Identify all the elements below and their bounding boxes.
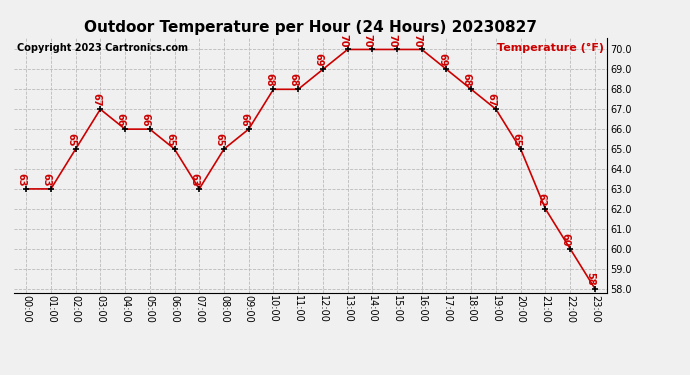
Text: 67: 67	[486, 93, 497, 107]
Text: 62: 62	[536, 193, 546, 206]
Text: 68: 68	[462, 73, 472, 87]
Text: 70: 70	[363, 34, 373, 47]
Text: 63: 63	[190, 173, 200, 186]
Text: Copyright 2023 Cartronics.com: Copyright 2023 Cartronics.com	[17, 43, 188, 52]
Text: 68: 68	[264, 73, 274, 87]
Text: 65: 65	[511, 133, 521, 147]
Text: Temperature (°F): Temperature (°F)	[497, 43, 604, 52]
Text: 66: 66	[116, 113, 126, 127]
Text: 70: 70	[388, 34, 397, 47]
Text: 63: 63	[41, 173, 52, 186]
Text: 65: 65	[215, 133, 224, 147]
Text: 65: 65	[66, 133, 76, 147]
Text: 63: 63	[17, 173, 27, 186]
Text: 60: 60	[561, 233, 571, 246]
Text: 68: 68	[288, 73, 299, 87]
Text: 67: 67	[91, 93, 101, 107]
Text: 69: 69	[313, 54, 324, 67]
Text: 65: 65	[165, 133, 175, 147]
Text: 66: 66	[239, 113, 249, 127]
Text: 70: 70	[338, 34, 348, 47]
Text: 69: 69	[437, 54, 447, 67]
Title: Outdoor Temperature per Hour (24 Hours) 20230827: Outdoor Temperature per Hour (24 Hours) …	[84, 20, 537, 35]
Text: 70: 70	[413, 34, 422, 47]
Text: 58: 58	[585, 273, 595, 286]
Text: 66: 66	[140, 113, 150, 127]
